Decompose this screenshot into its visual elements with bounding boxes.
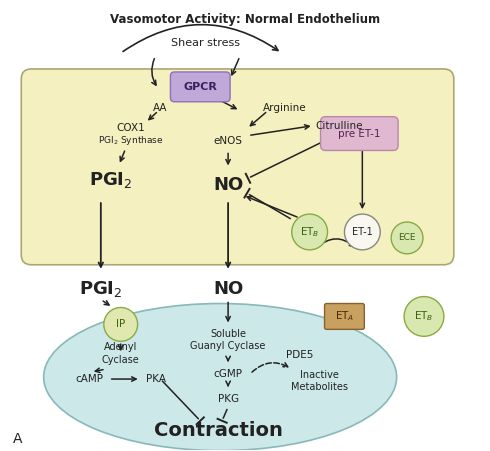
Text: AA: AA xyxy=(152,103,167,113)
Circle shape xyxy=(391,222,423,254)
Text: eNOS: eNOS xyxy=(214,136,243,146)
Text: Gs
Adenyl
Cyclase: Gs Adenyl Cyclase xyxy=(102,330,140,365)
Text: PDE5: PDE5 xyxy=(286,350,314,360)
FancyBboxPatch shape xyxy=(171,72,230,102)
Text: A: A xyxy=(13,432,23,446)
Circle shape xyxy=(404,297,444,336)
Text: GPCR: GPCR xyxy=(183,82,217,92)
FancyBboxPatch shape xyxy=(21,69,454,265)
Text: PKG: PKG xyxy=(218,394,239,404)
Text: Contraction: Contraction xyxy=(154,421,283,440)
Text: pre ET-1: pre ET-1 xyxy=(338,129,381,138)
Text: NO: NO xyxy=(213,176,243,194)
Ellipse shape xyxy=(44,304,396,451)
Text: Arginine: Arginine xyxy=(263,103,307,113)
Text: ET$_A$: ET$_A$ xyxy=(335,309,354,323)
Text: ECE: ECE xyxy=(398,234,416,243)
Text: NO: NO xyxy=(213,280,243,298)
Text: cGMP: cGMP xyxy=(214,369,243,379)
Text: PKA: PKA xyxy=(146,374,166,384)
Text: PGI$_2$: PGI$_2$ xyxy=(89,170,133,190)
Circle shape xyxy=(292,214,327,250)
Text: Vasomotor Activity: Normal Endothelium: Vasomotor Activity: Normal Endothelium xyxy=(110,14,380,26)
Text: PGI$_2$: PGI$_2$ xyxy=(79,279,122,299)
Text: Soluble
Guanyl Cyclase: Soluble Guanyl Cyclase xyxy=(191,329,266,351)
Text: PGI$_2$ Synthase: PGI$_2$ Synthase xyxy=(98,134,164,147)
Text: Inactive
Metabolites: Inactive Metabolites xyxy=(291,370,348,392)
Text: IP: IP xyxy=(116,319,125,329)
Text: ET$_B$: ET$_B$ xyxy=(414,309,434,323)
FancyBboxPatch shape xyxy=(324,304,365,329)
FancyBboxPatch shape xyxy=(320,117,398,151)
Text: ET-1: ET-1 xyxy=(352,227,373,237)
Circle shape xyxy=(344,214,380,250)
Text: cAMP: cAMP xyxy=(75,374,103,384)
Circle shape xyxy=(104,308,138,341)
Text: ET$_B$: ET$_B$ xyxy=(300,225,319,239)
Text: Citrulline: Citrulline xyxy=(316,120,363,131)
Text: COX1: COX1 xyxy=(116,123,145,133)
Text: Shear stress: Shear stress xyxy=(171,38,240,48)
